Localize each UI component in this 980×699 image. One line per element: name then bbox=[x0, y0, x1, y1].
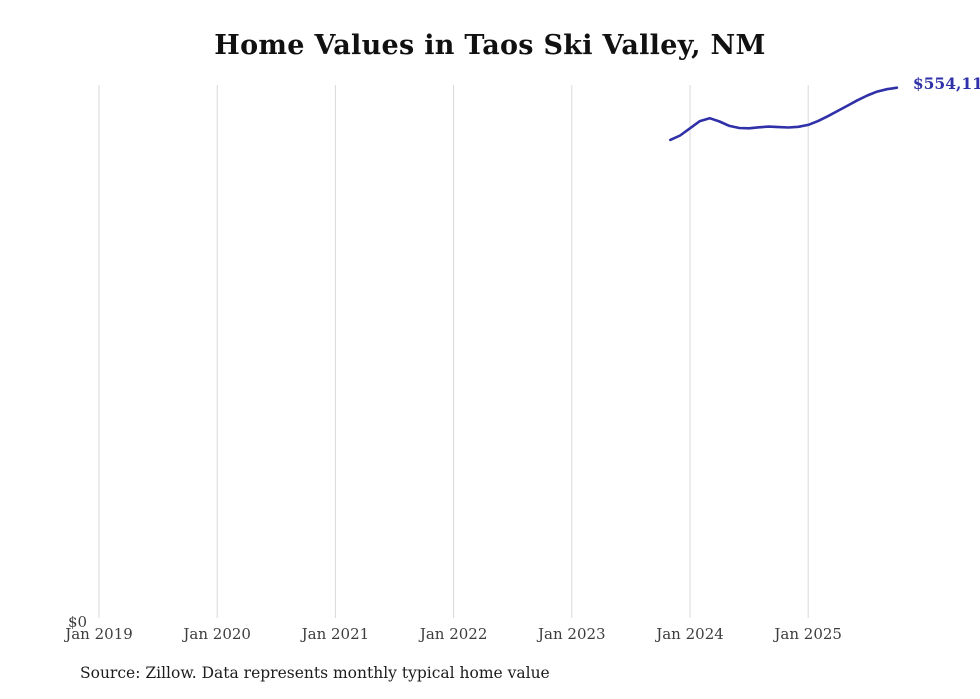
x-tick-label: Jan 2020 bbox=[183, 625, 251, 643]
chart-title: Home Values in Taos Ski Valley, NM bbox=[214, 30, 766, 61]
latest-value-label: $554,113 bbox=[912, 73, 980, 93]
y-axis-zero-label: $0 bbox=[68, 613, 88, 631]
source-note: Source: Zillow. Data represents monthly … bbox=[80, 664, 550, 682]
x-tick-label: Jan 2023 bbox=[538, 625, 606, 643]
x-tick-label: Jan 2025 bbox=[774, 625, 842, 643]
home-value-line bbox=[668, 86, 899, 142]
x-tick-label: Jan 2022 bbox=[419, 625, 488, 643]
x-tick-label: Jan 2021 bbox=[301, 625, 370, 643]
x-tick-label: Jan 2019 bbox=[65, 625, 133, 643]
x-tick-label: Jan 2024 bbox=[656, 625, 724, 643]
